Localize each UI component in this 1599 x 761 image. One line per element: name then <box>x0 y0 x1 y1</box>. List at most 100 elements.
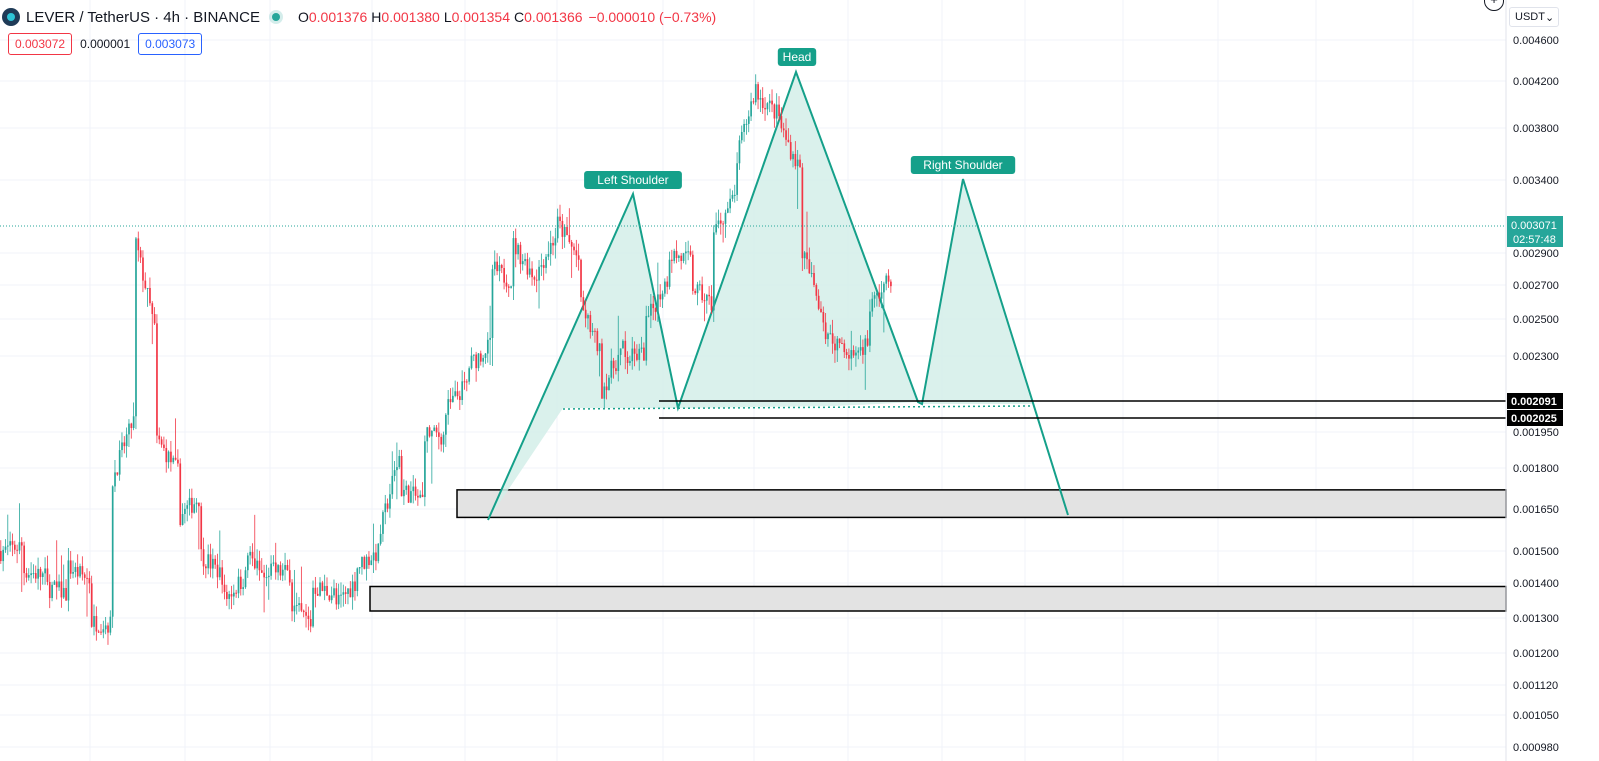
candle-body <box>643 347 645 361</box>
candle-body <box>885 275 888 284</box>
candle-body <box>771 100 773 105</box>
candle-body <box>11 541 14 545</box>
candle-body <box>612 360 615 369</box>
candle-body <box>594 330 596 332</box>
axis-tick-label: 0.001500 <box>1513 546 1559 558</box>
candle-body <box>591 330 594 333</box>
candle-body <box>319 582 321 596</box>
candle-body <box>46 568 49 582</box>
candle-body <box>603 386 606 399</box>
candle-body <box>831 333 834 344</box>
candle-body <box>144 280 147 289</box>
candle-body <box>263 572 265 578</box>
candle-body <box>705 294 708 301</box>
candle-body <box>424 441 426 498</box>
candle-body <box>83 574 86 578</box>
candle-body <box>79 566 81 577</box>
market-open-dot-icon <box>271 13 280 21</box>
overlay: Left Shoulder Head Right Shoulder <box>0 48 1506 419</box>
annotation-label-bg <box>777 48 817 66</box>
axis-tick-label: 0.003400 <box>1513 175 1559 187</box>
candle-body <box>773 104 776 119</box>
candle-body <box>890 281 892 287</box>
candle-body <box>452 395 454 403</box>
axis-tick-label: 0.002300 <box>1513 351 1559 363</box>
candle-body <box>302 610 305 613</box>
candle-body <box>104 625 107 630</box>
candle-body <box>405 485 408 490</box>
candle-body <box>489 337 491 340</box>
candle-body <box>752 101 755 103</box>
candle-body <box>284 565 286 570</box>
candle-body <box>177 459 179 464</box>
candle-body <box>775 104 778 119</box>
candle-body <box>524 259 526 262</box>
candle-body <box>209 554 212 569</box>
currency-selector[interactable]: USDT ⌄ <box>1509 7 1559 27</box>
candle-body <box>815 285 818 296</box>
symbol-title[interactable]: LEVER / TetherUS · 4h · BINANCE <box>26 8 260 26</box>
candle-body <box>526 259 529 275</box>
candle-body <box>153 314 156 324</box>
candle-body <box>855 352 857 356</box>
candle-body <box>181 514 184 525</box>
quote-row: 0.003072 0.000001 0.003073 <box>8 33 203 55</box>
candle-body <box>876 292 878 296</box>
candle-body <box>41 573 44 577</box>
candle-body <box>813 272 815 286</box>
candle-body <box>69 560 72 574</box>
candle-body <box>142 257 144 281</box>
candle-body <box>58 581 60 588</box>
candle-body <box>74 566 77 572</box>
candle-body <box>221 567 224 585</box>
candle-body <box>274 562 277 573</box>
candle-body <box>622 340 624 349</box>
candle-body <box>647 315 650 317</box>
candle-body <box>39 568 42 577</box>
current-price-tag <box>1507 216 1563 247</box>
pattern-fill <box>488 194 678 520</box>
lever-logo-icon <box>2 8 20 26</box>
candle-body <box>883 283 885 293</box>
candle-body <box>673 250 676 261</box>
pattern-outline <box>487 69 1069 521</box>
candle-body <box>342 592 345 595</box>
candle-body <box>109 616 112 633</box>
candle-body <box>111 486 114 617</box>
candle-body <box>736 163 738 195</box>
candle-body <box>845 352 848 355</box>
sell-price-button[interactable]: 0.003072 <box>8 33 73 55</box>
candle-body <box>617 354 620 372</box>
candle-body <box>135 238 137 417</box>
candle-body <box>226 591 228 599</box>
candle-body <box>214 558 217 565</box>
candle-body <box>500 265 503 269</box>
candle-body <box>463 381 466 383</box>
candle-body <box>233 592 235 597</box>
candle-body <box>279 565 282 576</box>
candle-body <box>347 588 349 594</box>
candle-body <box>260 570 263 573</box>
candle-body <box>307 615 310 620</box>
candle-body <box>300 603 303 611</box>
candle-body <box>528 268 531 275</box>
candle-body <box>792 153 794 160</box>
candle-body <box>708 294 711 297</box>
candle-body <box>731 194 734 199</box>
candle-body <box>680 255 683 261</box>
head-and-shoulders-pattern <box>487 69 1069 521</box>
candle-body <box>796 159 799 167</box>
candle-body <box>824 322 827 340</box>
candle-body <box>764 107 766 110</box>
axis-tick-label: 0.001120 <box>1513 680 1558 692</box>
candle-body <box>344 592 347 594</box>
candle-body <box>703 300 706 302</box>
candle-body <box>701 284 704 301</box>
candle-body <box>298 603 300 606</box>
candle-body <box>377 543 380 562</box>
candle-body <box>459 396 461 401</box>
candle-body <box>137 238 140 251</box>
buy-price-button[interactable]: 0.003073 <box>138 33 203 55</box>
pattern-fill <box>678 72 918 408</box>
